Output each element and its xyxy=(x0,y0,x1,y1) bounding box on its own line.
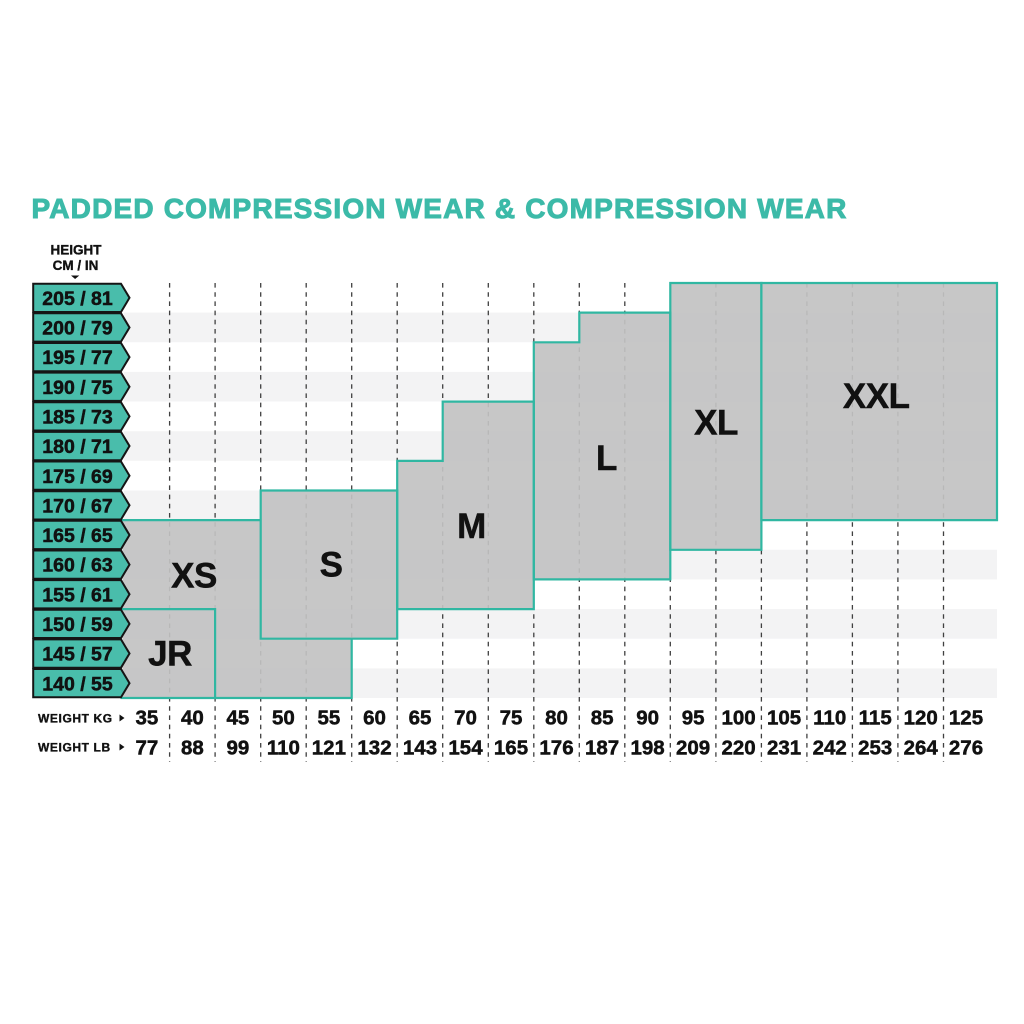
svg-text:65: 65 xyxy=(409,707,432,730)
svg-text:JR: JR xyxy=(148,635,192,674)
svg-text:176: 176 xyxy=(539,736,573,759)
svg-text:110: 110 xyxy=(267,736,300,759)
svg-text:253: 253 xyxy=(858,736,892,759)
svg-text:120: 120 xyxy=(904,707,938,730)
svg-text:35: 35 xyxy=(135,707,158,730)
svg-text:HEIGHT: HEIGHT xyxy=(50,243,102,258)
svg-text:190 / 75: 190 / 75 xyxy=(42,377,113,399)
svg-text:175 / 69: 175 / 69 xyxy=(42,466,113,488)
svg-text:132: 132 xyxy=(357,736,391,759)
svg-text:110: 110 xyxy=(813,707,846,730)
svg-text:CM / IN: CM / IN xyxy=(53,258,99,273)
svg-text:121: 121 xyxy=(312,736,346,759)
svg-text:198: 198 xyxy=(630,736,664,759)
svg-text:276: 276 xyxy=(949,736,983,759)
svg-text:231: 231 xyxy=(767,736,801,759)
svg-text:M: M xyxy=(457,507,486,546)
svg-text:220: 220 xyxy=(721,736,755,759)
svg-text:143: 143 xyxy=(403,736,437,759)
svg-text:XXL: XXL xyxy=(843,377,910,416)
svg-text:160 / 63: 160 / 63 xyxy=(42,555,113,577)
svg-text:WEIGHT KG: WEIGHT KG xyxy=(38,712,113,726)
svg-text:242: 242 xyxy=(813,736,847,759)
svg-text:60: 60 xyxy=(363,707,386,730)
svg-text:77: 77 xyxy=(135,736,158,759)
svg-text:165 / 65: 165 / 65 xyxy=(42,525,113,547)
svg-text:75: 75 xyxy=(500,707,523,730)
svg-text:195 / 77: 195 / 77 xyxy=(42,347,112,369)
svg-text:99: 99 xyxy=(226,736,249,759)
svg-text:125: 125 xyxy=(949,707,983,730)
svg-text:165: 165 xyxy=(494,736,528,759)
svg-text:70: 70 xyxy=(454,707,477,730)
svg-text:50: 50 xyxy=(272,707,295,730)
svg-text:88: 88 xyxy=(181,736,204,759)
svg-text:115: 115 xyxy=(859,707,892,730)
svg-text:WEIGHT LB: WEIGHT LB xyxy=(38,741,111,755)
svg-text:154: 154 xyxy=(448,736,483,759)
svg-text:XL: XL xyxy=(694,403,738,442)
svg-text:85: 85 xyxy=(591,707,614,730)
svg-text:185 / 73: 185 / 73 xyxy=(42,407,113,429)
svg-text:140 / 55: 140 / 55 xyxy=(42,673,113,695)
svg-text:150 / 59: 150 / 59 xyxy=(42,614,113,636)
svg-text:S: S xyxy=(320,546,343,585)
svg-text:105: 105 xyxy=(767,707,801,730)
svg-text:L: L xyxy=(596,439,617,478)
svg-text:155 / 61: 155 / 61 xyxy=(42,584,113,606)
svg-text:264: 264 xyxy=(904,736,939,759)
svg-text:145 / 57: 145 / 57 xyxy=(42,644,112,666)
svg-text:95: 95 xyxy=(682,707,705,730)
svg-text:90: 90 xyxy=(636,707,659,730)
svg-text:45: 45 xyxy=(226,707,249,730)
svg-text:80: 80 xyxy=(545,707,568,730)
svg-text:XS: XS xyxy=(171,556,217,595)
svg-text:180 / 71: 180 / 71 xyxy=(42,436,113,458)
svg-text:40: 40 xyxy=(181,707,204,730)
svg-text:55: 55 xyxy=(317,707,340,730)
svg-text:170 / 67: 170 / 67 xyxy=(42,495,112,517)
svg-text:209: 209 xyxy=(676,736,710,759)
svg-text:200 / 79: 200 / 79 xyxy=(42,318,113,340)
svg-text:205 / 81: 205 / 81 xyxy=(42,288,113,310)
svg-text:187: 187 xyxy=(585,736,619,759)
svg-text:PADDED COMPRESSION WEAR & COMP: PADDED COMPRESSION WEAR & COMPRESSION WE… xyxy=(32,193,848,224)
svg-text:100: 100 xyxy=(721,707,755,730)
